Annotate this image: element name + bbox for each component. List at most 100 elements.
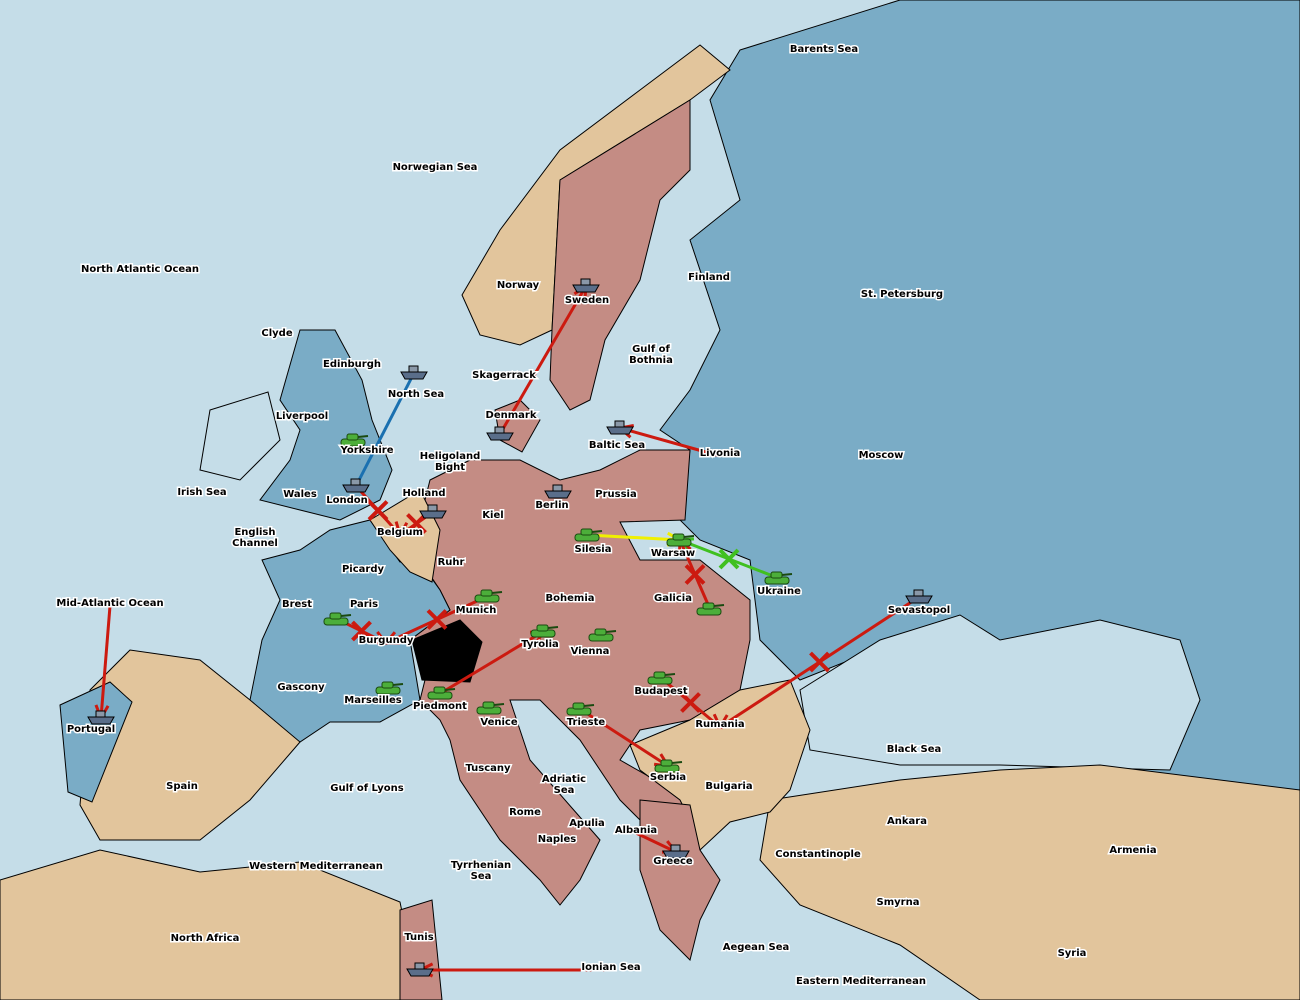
province-label[interactable]: Gascony xyxy=(276,681,327,695)
province-label[interactable]: Gulf of Lyons xyxy=(329,782,405,796)
black-sea-water[interactable] xyxy=(799,614,1201,771)
army-unit[interactable] xyxy=(566,702,595,716)
fleet-unit[interactable] xyxy=(486,426,514,441)
province-label[interactable]: Tunis xyxy=(403,931,435,945)
army-unit[interactable] xyxy=(340,433,369,447)
province-label[interactable]: St. Petersburg xyxy=(859,288,944,302)
province-label[interactable]: North Africa xyxy=(169,932,241,946)
greece-territory[interactable] xyxy=(639,799,721,961)
army-unit[interactable] xyxy=(323,612,352,626)
army-unit[interactable] xyxy=(574,528,603,542)
province-label[interactable]: London xyxy=(325,494,370,508)
britain-territory[interactable] xyxy=(259,329,393,521)
fleet-unit[interactable] xyxy=(544,484,572,499)
province-label[interactable]: Ankara xyxy=(886,815,929,829)
province-label[interactable]: North Atlantic Ocean xyxy=(79,263,200,277)
province-label[interactable]: Eastern Mediterranean xyxy=(795,975,928,989)
province-label[interactable]: Armenia xyxy=(1108,844,1158,858)
province-label[interactable]: Baltic Sea xyxy=(587,439,646,453)
north-africa-territory[interactable] xyxy=(0,849,421,1000)
province-label[interactable]: Silesia xyxy=(573,543,613,557)
fleet-unit[interactable] xyxy=(662,844,690,859)
army-unit[interactable] xyxy=(530,624,559,638)
province-label[interactable]: Spain xyxy=(165,780,200,794)
province-label[interactable]: Gulf of Bothnia xyxy=(628,343,675,368)
fleet-unit[interactable] xyxy=(342,478,370,493)
province-label[interactable]: Liverpool xyxy=(274,410,329,424)
province-label[interactable]: Mid-Atlantic Ocean xyxy=(55,597,165,611)
province-label[interactable]: Finland xyxy=(687,271,732,285)
iberia-territory[interactable] xyxy=(79,649,301,841)
army-unit[interactable] xyxy=(375,681,404,695)
province-label[interactable]: Western Mediterranean xyxy=(248,860,385,874)
province-label[interactable]: Adriatic Sea xyxy=(540,773,587,798)
province-label[interactable]: Holland xyxy=(401,487,447,501)
province-label[interactable]: Bulgaria xyxy=(704,780,754,794)
province-label[interactable]: Denmark xyxy=(484,409,538,423)
province-label[interactable]: Prussia xyxy=(594,488,638,502)
army-unit[interactable] xyxy=(696,602,725,616)
province-label[interactable]: Aegean Sea xyxy=(721,941,791,955)
fleet-unit[interactable] xyxy=(419,504,447,519)
province-label[interactable]: Wales xyxy=(282,488,319,502)
fleet-unit[interactable] xyxy=(905,589,933,604)
province-label[interactable]: Piedmont xyxy=(412,700,469,714)
fleet-unit[interactable] xyxy=(572,278,600,293)
province-label[interactable]: Munich xyxy=(454,604,498,618)
province-label[interactable]: Clyde xyxy=(260,327,294,341)
province-label[interactable]: Naples xyxy=(536,833,577,847)
province-label[interactable]: Kiel xyxy=(481,509,505,523)
province-label[interactable]: Picardy xyxy=(340,563,386,577)
province-label[interactable]: North Sea xyxy=(386,388,445,402)
province-label[interactable]: Barents Sea xyxy=(788,43,859,57)
province-label[interactable]: Tyrrhenian Sea xyxy=(449,859,512,884)
portugal-territory[interactable] xyxy=(59,681,133,803)
fleet-unit[interactable] xyxy=(87,710,115,725)
province-label[interactable]: Warsaw xyxy=(649,547,696,561)
province-label[interactable]: Apulia xyxy=(568,817,607,831)
province-label[interactable]: Albania xyxy=(613,824,658,838)
province-label[interactable]: English Channel xyxy=(231,526,280,551)
province-label[interactable]: Ukraine xyxy=(756,585,803,599)
province-label[interactable]: Trieste xyxy=(565,716,607,730)
army-unit[interactable] xyxy=(588,628,617,642)
province-label[interactable]: Sevastopol xyxy=(886,604,951,618)
norway-territory[interactable] xyxy=(461,44,731,346)
province-label[interactable]: Venice xyxy=(479,716,519,730)
province-label[interactable]: Berlin xyxy=(534,499,570,513)
province-label[interactable]: Bohemia xyxy=(544,592,596,606)
province-label[interactable]: Vienna xyxy=(569,645,611,659)
province-label[interactable]: Heligoland Bight xyxy=(418,450,482,475)
army-unit[interactable] xyxy=(654,759,683,773)
army-unit[interactable] xyxy=(764,571,793,585)
province-label[interactable]: Serbia xyxy=(648,771,687,785)
army-unit[interactable] xyxy=(427,686,456,700)
ireland-territory[interactable] xyxy=(199,391,281,481)
central-powers-territory[interactable] xyxy=(409,449,751,906)
army-unit[interactable] xyxy=(476,701,505,715)
province-label[interactable]: Moscow xyxy=(857,449,905,463)
province-label[interactable]: Norway xyxy=(495,279,541,293)
sweden-territory[interactable] xyxy=(549,99,691,411)
army-unit[interactable] xyxy=(474,589,503,603)
province-label[interactable]: Greece xyxy=(652,855,695,869)
fleet-unit[interactable] xyxy=(406,962,434,977)
fleet-unit[interactable] xyxy=(400,365,428,380)
province-label[interactable]: Tyrolia xyxy=(520,638,561,652)
province-label[interactable]: Livonia xyxy=(698,447,741,461)
army-unit[interactable] xyxy=(666,533,695,547)
province-label[interactable]: Brest xyxy=(280,598,313,612)
province-label[interactable]: Belgium xyxy=(376,526,425,540)
province-label[interactable]: Norwegian Sea xyxy=(391,161,479,175)
province-label[interactable]: Budapest xyxy=(633,685,690,699)
province-label[interactable]: Constantinople xyxy=(774,848,863,862)
province-label[interactable]: Smyrna xyxy=(875,896,921,910)
province-label[interactable]: Burgundy xyxy=(357,634,415,648)
army-unit[interactable] xyxy=(647,671,676,685)
province-label[interactable]: Sweden xyxy=(563,294,610,308)
fleet-unit[interactable] xyxy=(606,420,634,435)
province-label[interactable]: Portugal xyxy=(65,723,116,737)
province-label[interactable]: Galicia xyxy=(653,592,694,606)
